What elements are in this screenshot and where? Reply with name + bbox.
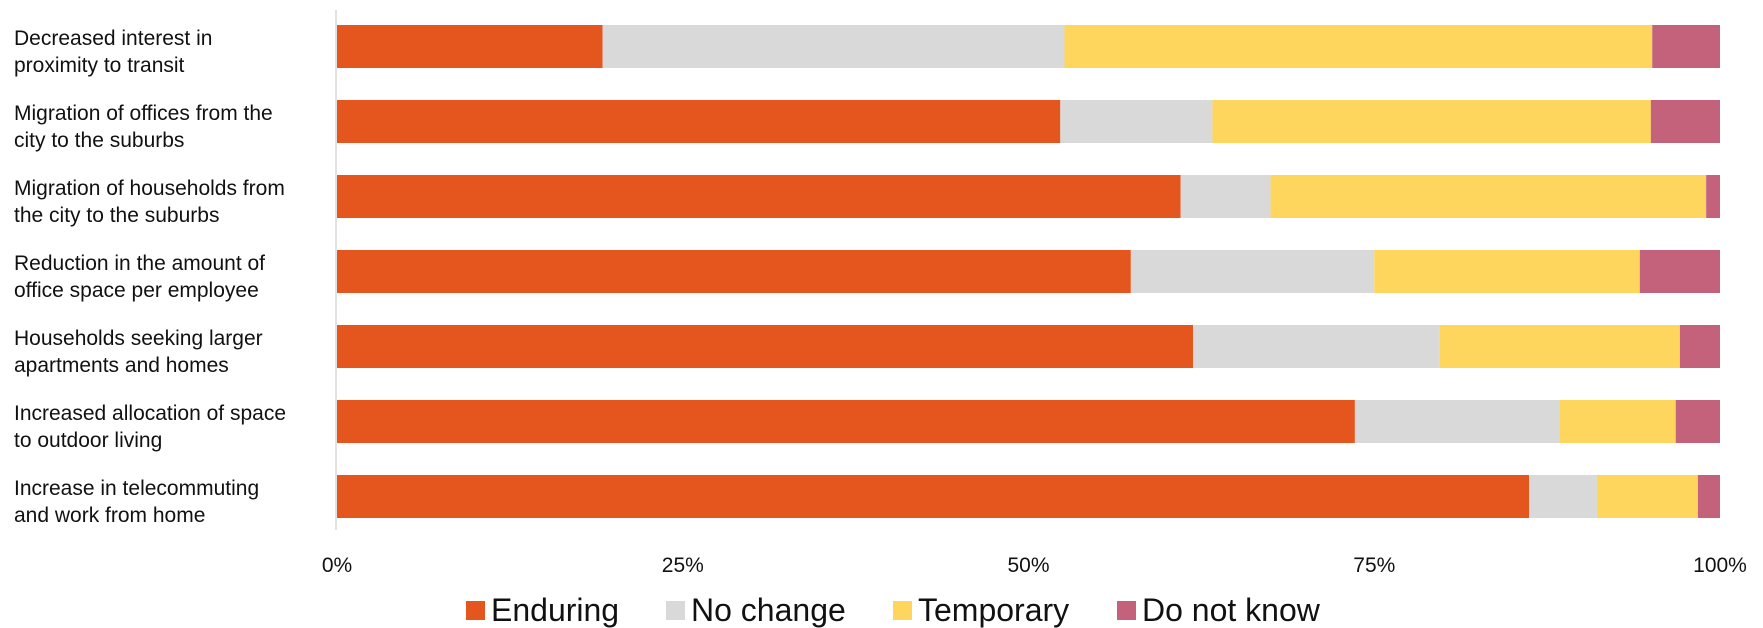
bar-segment-enduring (337, 100, 1061, 143)
category-label: Decreased interest in proximity to transi… (14, 27, 212, 77)
bar-segment-temporary (1064, 25, 1653, 68)
legend-label-do-not-know: Do not know (1142, 592, 1321, 628)
x-tick-label: 0% (322, 554, 352, 577)
bar-segment-no-change (1193, 325, 1440, 368)
legend-label-no-change: No change (691, 592, 846, 628)
legend: Enduring No change Temporary Do not know (466, 592, 1321, 628)
bar-segment-enduring (337, 250, 1131, 293)
bar-segment-temporary (1559, 400, 1676, 443)
bar-segment-do-not-know (1675, 400, 1720, 443)
bar-segment-no-change (602, 25, 1065, 68)
bars-group (337, 25, 1720, 518)
bar-segment-temporary (1212, 100, 1651, 143)
bar-segment-enduring (337, 325, 1194, 368)
x-tick-label: 50% (1007, 554, 1049, 577)
bar-segment-temporary (1439, 325, 1680, 368)
bar-segment-do-not-know (1639, 250, 1720, 293)
category-labels: Decreased interest in proximity to transi… (14, 27, 286, 527)
category-label: Migration of offices from the city to the… (14, 102, 273, 152)
bar-segment-temporary (1374, 250, 1640, 293)
bar-segment-enduring (337, 475, 1530, 518)
bar-segment-do-not-know (1652, 25, 1720, 68)
legend-label-enduring: Enduring (491, 592, 619, 628)
bar-segment-no-change (1060, 100, 1213, 143)
legend-swatch-do-not-know (1117, 601, 1136, 620)
bar-segment-temporary (1270, 175, 1707, 218)
bar-segment-no-change (1130, 250, 1375, 293)
x-tick-label: 100% (1693, 554, 1747, 577)
category-label: Reduction in the amount of office space p… (14, 252, 265, 302)
category-label: Migration of households from the city to … (14, 177, 285, 227)
legend-label-temporary: Temporary (918, 592, 1069, 628)
bar-segment-no-change (1180, 175, 1271, 218)
bar-segment-enduring (337, 25, 603, 68)
category-label: Households seeking larger apartments and … (14, 327, 263, 377)
bar-segment-do-not-know (1679, 325, 1720, 368)
bar-segment-do-not-know (1706, 175, 1720, 218)
legend-swatch-temporary (893, 601, 912, 620)
x-tick-label: 25% (662, 554, 704, 577)
legend-swatch-no-change (666, 601, 685, 620)
bar-segment-enduring (337, 175, 1181, 218)
bar-segment-enduring (337, 400, 1355, 443)
bar-segment-do-not-know (1650, 100, 1720, 143)
bar-segment-temporary (1596, 475, 1698, 518)
x-tick-labels: 0% 25% 50% 75% 100% (322, 554, 1747, 577)
x-tick-label: 75% (1353, 554, 1395, 577)
category-label: Increased allocation of space to outdoor … (14, 402, 286, 452)
bar-segment-do-not-know (1697, 475, 1720, 518)
bar-segment-no-change (1529, 475, 1597, 518)
category-label: Increase in telecommuting and work from h… (14, 477, 259, 527)
bar-segment-no-change (1354, 400, 1560, 443)
legend-swatch-enduring (466, 601, 485, 620)
